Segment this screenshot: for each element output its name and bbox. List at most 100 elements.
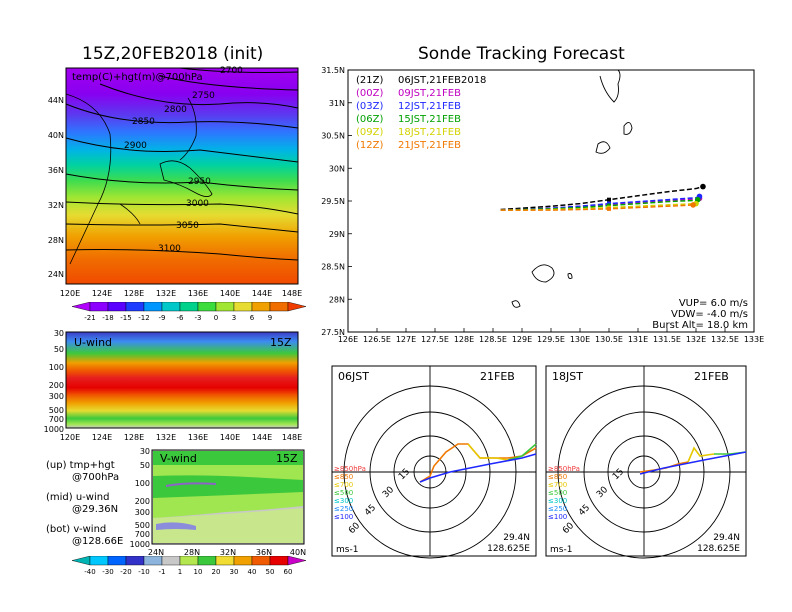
hodo-lat: 29.4N (713, 533, 740, 543)
lon-label: 140E (220, 289, 240, 298)
colorbar-segment (107, 302, 127, 312)
legend-label: 12JST,21FEB (398, 101, 461, 112)
hodo-date: 21FEB (480, 370, 515, 383)
u-wind-panel: U-wind 15Z 30 50 100 200 300 500 700 100… (44, 329, 303, 442)
legend-code: (03Z) (356, 101, 383, 112)
hodo-legend: ≤500 (548, 489, 567, 497)
legend-up-1: (up) tmp+hgt (46, 460, 115, 471)
lon-label: 148E (282, 433, 302, 442)
colorbar-segment (251, 302, 271, 312)
legend-label: 09JST,21FEB (398, 88, 461, 99)
hodo-legend: ≤250 (334, 505, 353, 513)
colorbar-segment (71, 302, 91, 312)
wind-colorbar: -40 -30 -20 -10 -1 1 10 20 30 40 50 60 (71, 556, 307, 576)
track-chart: 126E 126.5E 127E 127.5E 128E 128.5E 129E 129.5E… (321, 66, 764, 344)
temp-colorbar: -21 -18 -15 -12 -9 -6 -3 0 3 6 9 (71, 302, 307, 322)
y-tick-label: 28N (329, 295, 345, 304)
pressure-label: 50 (140, 461, 150, 470)
v-wind-title: V-wind (160, 452, 197, 465)
colorbar-segment (125, 302, 145, 312)
legend-code: (09Z) (356, 127, 383, 138)
x-tick-label: 132.5E (711, 335, 739, 344)
colorbar-segment (125, 556, 145, 566)
y-tick-label: 29.5N (321, 197, 345, 206)
pressure-label: 1000 (130, 540, 150, 549)
colorbar-segment (143, 302, 163, 312)
pressure-label: 300 (49, 392, 64, 401)
y-tick-label: 30N (329, 164, 345, 173)
colorbar-label: 6 (250, 314, 255, 322)
track-marker (607, 197, 611, 202)
colorbar-segment (197, 556, 217, 566)
legend-code: (12Z) (356, 140, 383, 151)
colorbar-label: 40 (248, 568, 257, 576)
y-tick-label: 28.5N (321, 263, 345, 272)
colorbar-segment (215, 556, 235, 566)
lon-label: 120E (60, 433, 80, 442)
y-tick-label: 31.5N (321, 66, 345, 75)
map-title: 15Z,20FEB2018 (init) (82, 44, 264, 64)
colorbar-segment (251, 556, 271, 566)
param-burst: Burst Alt= 18.0 km (652, 320, 748, 331)
v-wind-time: 15Z (276, 452, 298, 465)
pressure-label: 500 (49, 406, 64, 415)
colorbar-label: -21 (84, 314, 95, 322)
lon-label: 124E (92, 433, 112, 442)
pressure-label: 1000 (44, 425, 64, 434)
colorbar-label: 0 (214, 314, 218, 322)
lon-label: 128E (124, 289, 144, 298)
hodo-lon: 128.625E (487, 544, 530, 554)
contour-label: 2850 (132, 117, 155, 127)
legend-code: (21Z) (356, 75, 383, 86)
hodo-legend: ≥850hPa (334, 465, 366, 473)
lon-label: 144E (252, 289, 272, 298)
x-tick-label: 126.5E (363, 335, 391, 344)
legend-bot-1: (bot) v-wind (46, 524, 107, 535)
track-line (500, 204, 694, 211)
x-tick-label: 129E (512, 335, 532, 344)
u-wind-field (65, 331, 299, 429)
colorbar-segment (143, 556, 163, 566)
colorbar-label: -15 (120, 314, 131, 322)
colorbar-label: -9 (159, 314, 166, 322)
colorbar-segment (215, 302, 235, 312)
contour-label: 2950 (188, 177, 211, 187)
lon-label: 120E (60, 289, 80, 298)
colorbar-label: -1 (159, 568, 166, 576)
pressure-label: 700 (49, 415, 64, 424)
lat-label: 44N (48, 96, 64, 105)
x-tick-label: 130.5E (595, 335, 623, 344)
colorbar-segment (269, 302, 289, 312)
lat-label: 36N (256, 548, 272, 557)
x-tick-label: 131.5E (653, 335, 681, 344)
lon-label: 136E (188, 433, 208, 442)
legend-label: 18JST,21FEB (398, 127, 461, 138)
x-tick-label: 127.5E (421, 335, 449, 344)
hodo-date: 21FEB (694, 370, 729, 383)
lat-label: 28N (48, 236, 64, 245)
x-tick-label: 132E (686, 335, 706, 344)
lat-label: 32N (48, 201, 64, 210)
track-end-point (700, 183, 706, 190)
legend-bot-2: @128.66E (72, 536, 124, 547)
contour-label: 3000 (186, 199, 209, 209)
pressure-label: 700 (135, 530, 150, 539)
lat-label: 40N (290, 548, 306, 557)
lon-label: 136E (188, 289, 208, 298)
lon-label: 124E (92, 289, 112, 298)
hodo-legend: ≤500 (334, 489, 353, 497)
lon-label: 128E (124, 433, 144, 442)
lon-label: 140E (220, 433, 240, 442)
pressure-label: 500 (135, 521, 150, 530)
colorbar-label: 10 (194, 568, 203, 576)
hodo-lon: 128.625E (697, 544, 740, 554)
coastline-asia (65, 93, 112, 265)
colorbar-segment (107, 556, 127, 566)
contour-label: 2800 (164, 105, 187, 115)
colorbar-segment (287, 302, 307, 312)
colorbar-label: 60 (284, 568, 293, 576)
x-tick-label: 131E (628, 335, 648, 344)
hodo-legend: ≤100 (548, 513, 567, 521)
pressure-label: 50 (54, 345, 64, 354)
lat-label: 32N (220, 548, 236, 557)
